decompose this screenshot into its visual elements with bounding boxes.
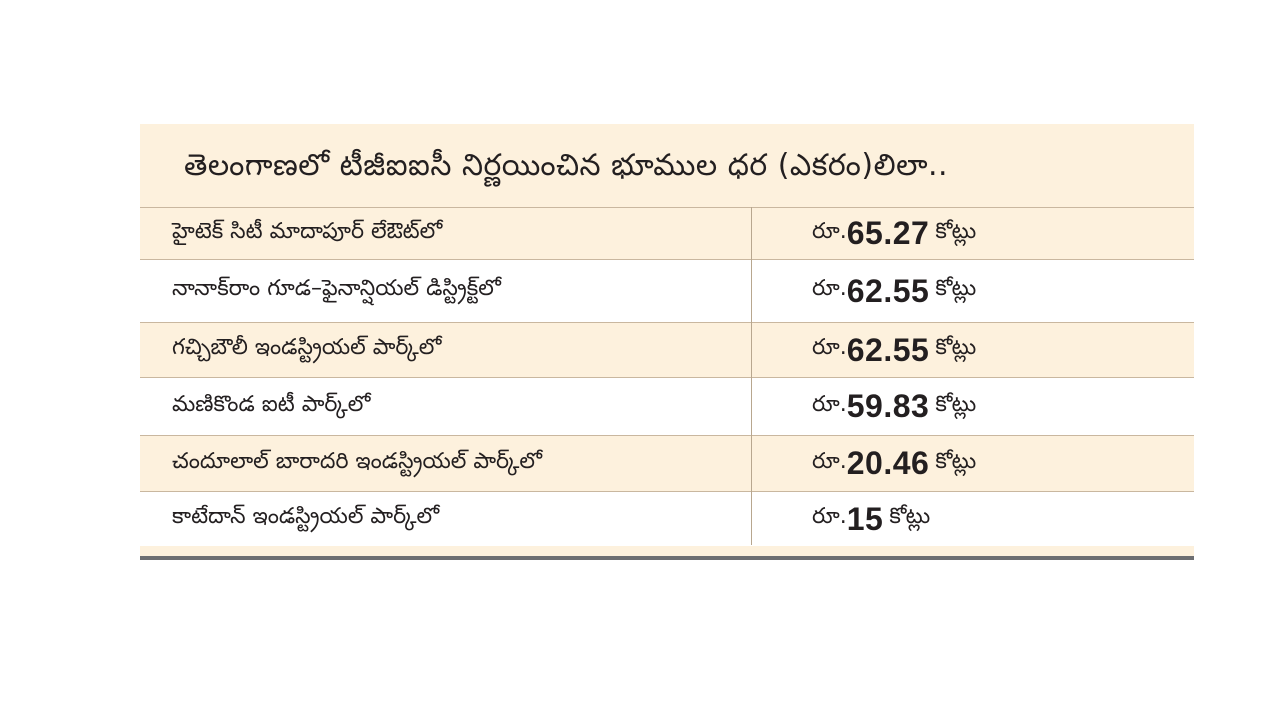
table-row: హైటెక్ సిటీ మాదాపూర్ లేఔట్‌లో రూ. 65.27 … [140,207,1194,259]
currency-prefix: రూ. [812,448,847,474]
price-amount: 62.55 [846,272,930,309]
table-row: నానాక్‌రాం గూడ–ఫైనాన్షియల్ డిస్ట్రిక్ట్‌… [140,259,1194,322]
title-band: తెలంగాణలో టీజీఐఐసీ నిర్ణయించిన భూముల ధర … [140,124,1194,207]
column-divider [751,207,752,545]
price-unit: కోట్లు [935,276,977,301]
table-row: మణికొండ ఐటీ పార్క్‌లో రూ. 59.83 కోట్లు [140,377,1194,435]
currency-prefix: రూ. [812,218,847,244]
price-amount: 15 [846,500,884,537]
price-amount: 20.46 [846,445,930,481]
price-table: హైటెక్ సిటీ మాదాపూర్ లేఔట్‌లో రూ. 65.27 … [140,207,1194,546]
location-name: నానాక్‌రాం గూడ–ఫైనాన్షియల్ డిస్ట్రిక్ట్‌… [172,276,501,301]
price-cell: రూ. 62.55 కోట్లు [812,323,976,377]
price-amount: 59.83 [846,388,930,424]
location-name: మణికొండ ఐటీ పార్క్‌లో [172,391,371,417]
land-price-infobox: తెలంగాణలో టీజీఐఐసీ నిర్ణయించిన భూముల ధర … [140,124,1194,560]
currency-prefix: రూ. [812,335,847,360]
infobox-title: తెలంగాణలో టీజీఐఐసీ నిర్ణయించిన భూముల ధర … [184,148,949,183]
bottom-rule [140,556,1194,560]
table-row: చందూలాల్ బారాదరి ఇండస్ట్రియల్ పార్క్‌లో … [140,435,1194,491]
price-cell: రూ. 62.55 కోట్లు [812,260,976,322]
price-unit: కోట్లు [889,504,931,529]
price-amount: 65.27 [846,215,930,251]
price-amount: 62.55 [846,331,930,368]
currency-prefix: రూ. [812,504,847,529]
location-name: చందూలాల్ బారాదరి ఇండస్ట్రియల్ పార్క్‌లో [172,448,543,474]
price-unit: కోట్లు [935,218,977,244]
price-unit: కోట్లు [935,391,977,417]
price-cell: రూ. 15 కోట్లు [812,492,930,546]
table-row: గచ్చిబౌలీ ఇండస్ట్రియల్ పార్క్‌లో రూ. 62.… [140,322,1194,377]
table-row: కాటేదాన్ ఇండస్ట్రియల్ పార్క్‌లో రూ. 15 క… [140,491,1194,546]
price-cell: రూ. 59.83 కోట్లు [812,378,976,435]
location-name: హైటెక్ సిటీ మాదాపూర్ లేఔట్‌లో [172,218,443,244]
location-name: కాటేదాన్ ఇండస్ట్రియల్ పార్క్‌లో [172,504,440,529]
price-unit: కోట్లు [935,448,977,474]
location-name: గచ్చిబౌలీ ఇండస్ట్రియల్ పార్క్‌లో [172,335,442,360]
currency-prefix: రూ. [812,276,847,301]
price-cell: రూ. 20.46 కోట్లు [812,436,976,491]
price-unit: కోట్లు [935,335,977,360]
currency-prefix: రూ. [812,391,847,417]
price-cell: రూ. 65.27 కోట్లు [812,208,976,259]
